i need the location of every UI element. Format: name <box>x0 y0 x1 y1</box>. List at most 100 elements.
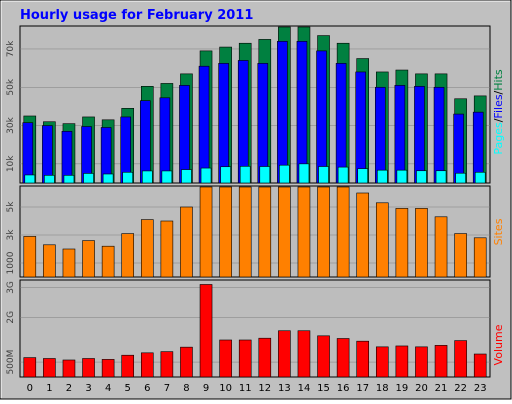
bar-pages-9 <box>200 167 212 184</box>
bar-files-7 <box>159 97 171 184</box>
xtick-label-7: 7 <box>164 383 170 394</box>
ytick-label-sites: 3k <box>6 229 16 241</box>
bar-pages-13 <box>279 164 290 184</box>
bar-pages-20 <box>416 170 427 184</box>
bar-volume-6 <box>140 352 154 378</box>
bar-pages-10 <box>220 166 231 184</box>
bar-files-1 <box>42 125 53 184</box>
bar-volume-1 <box>43 358 56 378</box>
bar-sites-22 <box>454 233 467 278</box>
bar-files-15 <box>316 50 327 184</box>
bar-pages-23 <box>474 171 486 184</box>
bar-sites-17 <box>356 192 370 278</box>
xtick-label-11: 11 <box>239 383 252 394</box>
bar-pages-8 <box>181 169 192 184</box>
ytick-label-volume: 3G <box>6 281 16 294</box>
bar-volume-4 <box>101 359 115 378</box>
bar-volume-20 <box>415 346 428 378</box>
bar-sites-5 <box>121 233 135 278</box>
xtick-label-15: 15 <box>317 383 330 394</box>
ytick-label-volume: 2G <box>6 311 16 324</box>
xtick-label-0: 0 <box>27 383 33 394</box>
bar-volume-19 <box>395 345 409 378</box>
xtick-label-6: 6 <box>144 383 150 394</box>
plot-area-usage <box>19 25 491 184</box>
legend-item: / <box>492 118 505 122</box>
bar-files-19 <box>394 85 406 184</box>
xtick-label-4: 4 <box>105 383 111 394</box>
bar-pages-4 <box>102 173 114 184</box>
xtick-label-12: 12 <box>258 383 271 394</box>
bar-volume-17 <box>356 340 370 378</box>
xtick-label-8: 8 <box>183 383 189 394</box>
ytick-label-volume: 500M <box>6 350 16 375</box>
bar-pages-1 <box>44 175 55 184</box>
bar-sites-12 <box>258 186 272 278</box>
bar-volume-5 <box>121 354 135 378</box>
bar-volume-16 <box>336 338 350 378</box>
legend-volume: Volume <box>492 324 505 365</box>
xtick-label-9: 9 <box>203 383 209 394</box>
bar-pages-18 <box>376 169 388 184</box>
bar-volume-10 <box>219 339 232 378</box>
bar-volume-23 <box>473 353 487 378</box>
xtick-label-1: 1 <box>46 383 52 394</box>
bar-sites-3 <box>82 240 95 278</box>
bar-sites-10 <box>219 186 232 278</box>
legend-item: / <box>492 90 505 94</box>
ytick-label-usage: 30k <box>6 116 16 133</box>
xtick-label-18: 18 <box>376 383 389 394</box>
xtick-label-3: 3 <box>85 383 91 394</box>
plot-area-volume <box>19 279 491 378</box>
bar-pages-14 <box>298 163 310 184</box>
bar-files-18 <box>374 86 386 184</box>
bar-sites-16 <box>336 186 350 278</box>
chart-title: Hourly usage for February 2011 <box>20 8 253 23</box>
bar-files-17 <box>355 71 367 184</box>
bar-pages-6 <box>141 170 153 184</box>
bar-volume-14 <box>297 330 311 378</box>
bar-files-8 <box>179 85 190 184</box>
bar-sites-19 <box>395 208 409 278</box>
bar-sites-6 <box>140 219 154 278</box>
bar-pages-15 <box>318 166 329 184</box>
bar-volume-3 <box>82 358 95 378</box>
legend-item: Hits <box>492 69 505 91</box>
ytick-label-sites: 5k <box>6 201 16 213</box>
ytick-label-usage: 10k <box>6 155 16 172</box>
xtick-label-22: 22 <box>454 383 467 394</box>
bar-sites-21 <box>434 216 448 278</box>
ytick-label-usage: 70k <box>6 40 16 57</box>
bar-pages-12 <box>259 166 271 184</box>
bar-files-11 <box>237 60 249 184</box>
legend-item: Files <box>492 94 505 118</box>
bar-sites-2 <box>62 248 76 278</box>
bar-pages-5 <box>122 171 134 184</box>
bar-volume-11 <box>238 339 252 378</box>
bar-sites-13 <box>278 186 291 278</box>
xtick-label-16: 16 <box>337 383 350 394</box>
bar-files-14 <box>296 41 308 184</box>
bar-pages-7 <box>161 170 173 184</box>
bar-volume-0 <box>23 357 37 378</box>
bar-volume-12 <box>258 337 272 378</box>
bar-sites-8 <box>180 206 193 278</box>
xtick-label-20: 20 <box>415 383 428 394</box>
bar-files-12 <box>257 63 269 184</box>
bar-volume-15 <box>317 335 330 378</box>
bar-pages-3 <box>83 173 94 184</box>
bar-volume-8 <box>180 346 193 378</box>
bar-files-21 <box>433 86 445 184</box>
bar-files-0 <box>22 122 34 184</box>
bar-sites-20 <box>415 208 428 278</box>
bar-pages-16 <box>337 166 349 184</box>
bar-volume-22 <box>454 340 467 378</box>
bar-pages-2 <box>63 175 75 184</box>
xtick-label-17: 17 <box>356 383 369 394</box>
bar-pages-17 <box>357 168 369 184</box>
bar-sites-23 <box>473 237 487 278</box>
xtick-label-2: 2 <box>66 383 72 394</box>
bar-volume-21 <box>434 345 448 378</box>
bar-sites-9 <box>199 186 213 278</box>
bar-pages-11 <box>239 166 251 184</box>
